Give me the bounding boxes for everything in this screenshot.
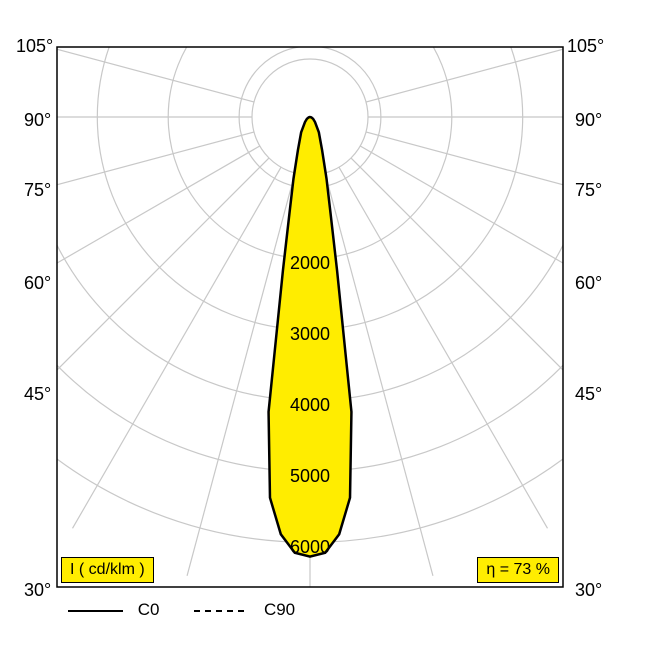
intensity-label: 3000 (290, 324, 330, 345)
angle-label: 75° (24, 180, 51, 201)
angle-label: 30° (24, 580, 51, 601)
angle-label: 90° (24, 110, 51, 131)
angle-label: 60° (24, 273, 51, 294)
legend-c0-label: C0 (138, 600, 160, 619)
intensity-label: 5000 (290, 466, 330, 487)
legend: C0 C90 (68, 600, 295, 620)
angle-label: 45° (24, 384, 51, 405)
intensity-label: 4000 (290, 395, 330, 416)
legend-c0-line (68, 604, 123, 618)
unit-label-box: I ( cd/klm ) (61, 557, 154, 583)
angle-label: 105° (16, 36, 53, 57)
unit-label: I ( cd/klm ) (70, 561, 145, 578)
angle-label: 30° (575, 580, 602, 601)
angle-label: 90° (575, 110, 602, 131)
efficiency-box: η = 73 % (477, 557, 559, 583)
intensity-label: 6000 (290, 537, 330, 558)
angle-label: 105° (567, 36, 604, 57)
angle-label: 60° (575, 273, 602, 294)
efficiency-label: η = 73 % (486, 561, 550, 578)
intensity-label: 2000 (290, 253, 330, 274)
legend-c90-label: C90 (264, 600, 295, 619)
photometric-polar-chart: 105° 90° 75° 60° 45° 30° 105° 90° 75° 60° 45° 30° 2… (0, 0, 650, 650)
angle-label: 45° (575, 384, 602, 405)
angle-label: 75° (575, 180, 602, 201)
legend-c90-line (194, 604, 249, 618)
